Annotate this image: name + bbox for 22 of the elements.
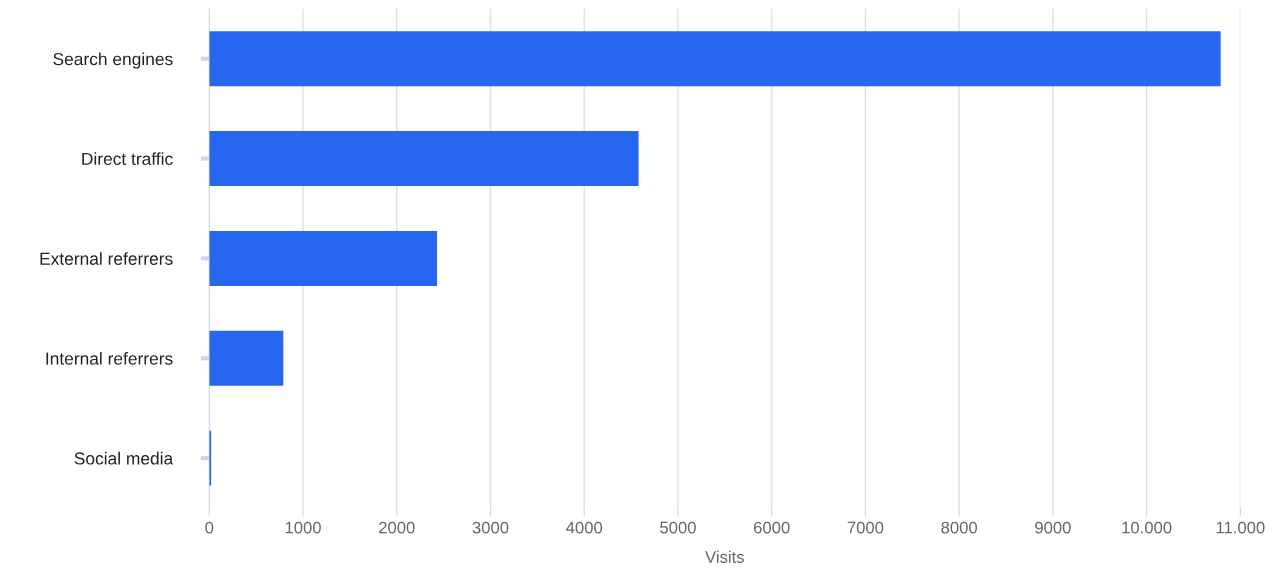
x-tick-label: 4000 — [566, 521, 603, 534]
x-tick-label: 1000 — [285, 521, 321, 534]
x-tick-label: 9000 — [1035, 521, 1071, 534]
y-tick-label: Search engines — [53, 52, 173, 69]
x-tick-label: 11.000 — [1216, 521, 1265, 534]
x-tick-label: 5000 — [660, 521, 696, 534]
bar — [209, 330, 284, 386]
x-axis-title: Visits — [705, 550, 744, 563]
x-tick-label: 3000 — [472, 521, 509, 534]
bar — [209, 31, 1221, 87]
x-tick-label: 8000 — [941, 521, 978, 534]
x-tick-label: 10.000 — [1122, 521, 1172, 534]
y-tick-label: Social media — [74, 451, 174, 465]
x-tick-label: 7000 — [847, 521, 884, 534]
x-tick-label: 2000 — [379, 521, 415, 534]
y-tick-label: Internal referrers — [46, 351, 173, 365]
bar — [209, 230, 438, 286]
bar — [209, 131, 639, 187]
y-tick-label: External referrers — [40, 252, 173, 265]
y-tick-label: Direct traffic — [82, 152, 173, 166]
x-tick-label: 0 — [205, 521, 214, 534]
x-tick-label: 6000 — [753, 521, 790, 534]
